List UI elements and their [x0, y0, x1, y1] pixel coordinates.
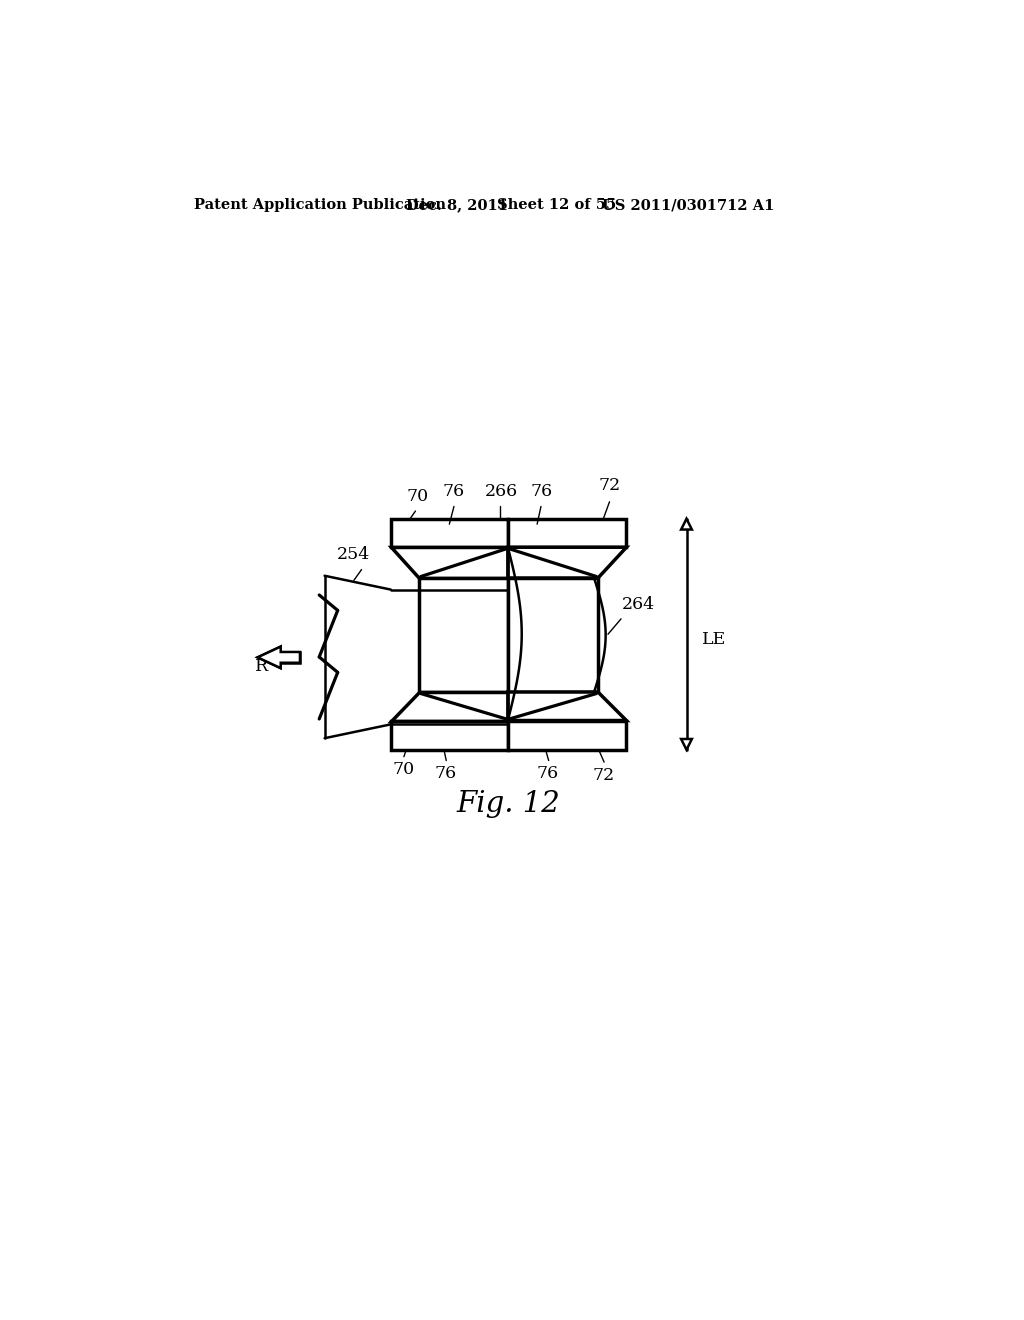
Text: 254: 254 — [337, 545, 370, 562]
Text: 76: 76 — [442, 483, 465, 499]
Polygon shape — [391, 519, 508, 548]
Polygon shape — [391, 692, 508, 721]
Text: LE: LE — [701, 631, 726, 648]
Polygon shape — [508, 721, 627, 750]
Text: 72: 72 — [593, 767, 614, 784]
Polygon shape — [391, 721, 508, 750]
Text: 266: 266 — [484, 483, 518, 499]
Text: US 2011/0301712 A1: US 2011/0301712 A1 — [602, 198, 774, 213]
Polygon shape — [258, 647, 300, 668]
Text: Fig. 12: Fig. 12 — [456, 789, 560, 818]
Polygon shape — [508, 578, 598, 692]
Polygon shape — [681, 519, 692, 529]
Polygon shape — [508, 692, 627, 721]
Polygon shape — [281, 652, 300, 663]
Text: 76: 76 — [537, 766, 558, 783]
Text: 264: 264 — [622, 595, 655, 612]
Polygon shape — [419, 578, 508, 692]
Text: 70: 70 — [407, 488, 428, 506]
Text: 76: 76 — [435, 766, 457, 783]
Polygon shape — [508, 519, 627, 548]
Text: 72: 72 — [599, 477, 621, 494]
Text: 76: 76 — [531, 483, 553, 499]
Text: 70: 70 — [392, 760, 415, 777]
Polygon shape — [258, 647, 281, 668]
Polygon shape — [508, 548, 627, 578]
Text: Sheet 12 of 55: Sheet 12 of 55 — [497, 198, 616, 213]
Text: Patent Application Publication: Patent Application Publication — [195, 198, 446, 213]
Polygon shape — [681, 739, 692, 750]
Text: R: R — [255, 659, 268, 675]
Polygon shape — [391, 548, 508, 578]
Text: Dec. 8, 2011: Dec. 8, 2011 — [407, 198, 508, 213]
